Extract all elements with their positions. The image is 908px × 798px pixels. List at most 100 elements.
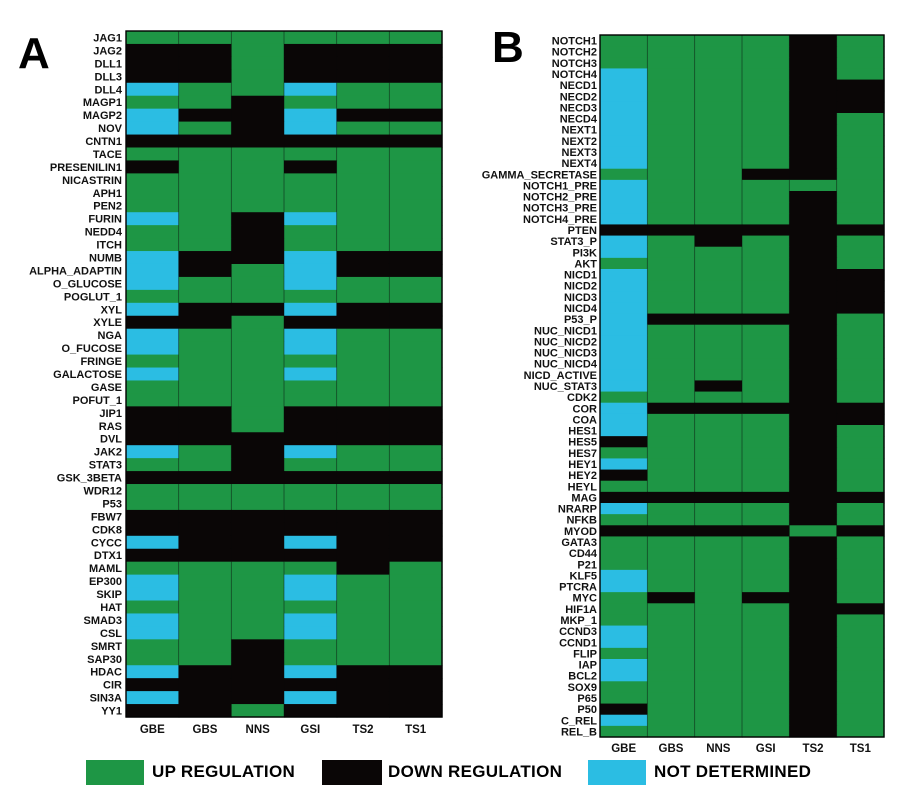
heatmap-b-cell-nfkb-nns <box>694 514 743 526</box>
heatmap-b-cell-nicd4-gbs <box>647 302 696 315</box>
heatmap-a-row-label: HAT <box>100 602 122 614</box>
heatmap-b-cell-notch1-ts2 <box>789 35 838 47</box>
heatmap-a-row-label: CSL <box>100 628 122 640</box>
heatmap-a-row-label: SMRT <box>91 641 122 653</box>
heatmap-b-cell-nicd-active-gbe <box>600 369 648 382</box>
heatmap-b-cell-hey2-nns <box>694 469 743 482</box>
heatmap-b-cell-bcl2-gsi <box>742 670 790 682</box>
heatmap-a-cell-fringe-ts2 <box>336 354 390 369</box>
heatmap-b-cell-c-rel-nns <box>694 714 743 727</box>
heatmap-b-cell-nrarp-ts1 <box>836 503 885 515</box>
heatmap-a-cell-sin3a-gbe <box>126 691 180 705</box>
heatmap-b-cell-myod-gbs <box>647 525 696 538</box>
heatmap-b-cell-necd2-nns <box>694 90 743 103</box>
heatmap-a-cell-cir-gsi <box>284 678 338 692</box>
heatmap-a-cell-cdk8-ts2 <box>336 522 390 537</box>
heatmap-b-cell-cd44-ts2 <box>789 547 838 560</box>
heatmap-b-border <box>599 34 885 738</box>
heatmap-b-cell-nuc-nicd4-ts1 <box>836 358 885 370</box>
heatmap-a-cell-ep300-gbs <box>178 574 232 589</box>
heatmap-b-cell-notch2-pre-gbe <box>600 191 648 203</box>
heatmap-b-cell-hes1-gbe <box>600 425 648 437</box>
heatmap-a-row-label: FRINGE <box>80 356 122 368</box>
heatmap-b-cell-notch1-ts1 <box>836 35 885 47</box>
heatmap-b-cell-pi3k-nns <box>694 246 743 259</box>
heatmap-b-row-label: CCND3 <box>559 626 597 638</box>
heatmap-b-column-label: TS2 <box>802 743 823 752</box>
heatmap-b-cell-p50-ts1 <box>836 703 885 716</box>
heatmap-a-cell-smad3-nns <box>231 613 285 627</box>
heatmap-b-row-label: NUC_NICD4 <box>534 359 598 371</box>
heatmap-a-cell-dll4-gsi <box>284 82 338 97</box>
heatmap-b-row-label: STAT3_P <box>550 236 597 248</box>
heatmap-b-cell-hes7-ts1 <box>836 447 885 460</box>
heatmap-b-cell-mkp-1-ts1 <box>836 614 885 627</box>
heatmap-b-cell-ccnd1-gsi <box>742 636 790 649</box>
heatmap-b-row-label: MYOD <box>564 526 597 538</box>
heatmap-b-cell-nicd4-gsi <box>742 302 790 315</box>
heatmap-b-cell-nuc-nicd2-gbs <box>647 335 696 348</box>
heatmap-b-cell-notch3-pre-gbs <box>647 202 696 214</box>
heatmap-b-cell-notch2-ts1 <box>836 46 885 58</box>
heatmap-a-cell-pen2-ts1 <box>389 199 443 213</box>
heatmap-a-cell-ras-gbs <box>178 419 232 433</box>
heatmap-b-cell-necd3-ts1 <box>836 101 885 114</box>
heatmap-a-cell-dll1-ts2 <box>336 56 390 71</box>
heatmap-b-cell-notch4-nns <box>694 68 743 81</box>
heatmap-a-cell-xyle-gbs <box>178 315 232 330</box>
heatmap-b-cell-akt-gbe <box>600 257 648 270</box>
heatmap-b-row-label: NICD4 <box>564 303 598 315</box>
heatmap-a-row-label: NUMB <box>89 253 122 265</box>
heatmap-a-cell-itch-ts2 <box>336 238 390 252</box>
heatmap-b-cell-pten-gbe <box>600 224 648 237</box>
heatmap-b-row-label: NEXT4 <box>562 158 598 170</box>
heatmap-b-row-label: HES5 <box>568 437 597 449</box>
heatmap-a-cell-dtx1-gbe <box>126 548 180 563</box>
heatmap-b-cell-nicd1-nns <box>694 269 743 281</box>
heatmap-a-cell-nov-gsi <box>284 121 338 136</box>
heatmap-b-cell-stat3-p-gbe <box>600 235 648 248</box>
legend-label-up: UP REGULATION <box>152 762 296 781</box>
heatmap-a-cell-magp1-nns <box>231 95 285 110</box>
heatmap-b-cell-next4-gsi <box>742 157 790 170</box>
heatmap-b-cell-notch2-pre-gbs <box>647 191 696 203</box>
heatmap-a-cell-o-glucose-ts1 <box>389 276 443 291</box>
heatmap-a-cell-csl-gsi <box>284 626 338 640</box>
heatmap-b-cell-necd2-ts1 <box>836 90 885 103</box>
heatmap-a-row-label: FBW7 <box>91 511 122 523</box>
heatmap-a-row-label: RAS <box>99 421 122 433</box>
heatmap-b-cell-next2-gbe <box>600 135 648 148</box>
heatmap-b-cell-nuc-nicd4-gbs <box>647 358 696 370</box>
heatmap-a-cell-jip1-gbs <box>178 406 232 420</box>
heatmap-a-cell-nicastrin-nns <box>231 173 285 187</box>
heatmap-b-row-label: NFKB <box>566 515 597 527</box>
heatmap-b-cell-nuc-nicd3-nns <box>694 347 743 359</box>
heatmap-b-cell-ptcra-ts1 <box>836 581 885 593</box>
heatmap-a-cell-cir-gbe <box>126 678 180 692</box>
heatmap-a-cell-jak2-ts1 <box>389 445 443 459</box>
heatmap-a-cell-cycc-gsi <box>284 535 338 550</box>
heatmap-a-cell-nedd4-ts1 <box>389 225 443 239</box>
heatmap-a-row-label: FURIN <box>88 214 122 226</box>
heatmap-a-cell-stat3-gsi <box>284 458 338 472</box>
heatmap-a-cell-hdac-gbe <box>126 665 180 679</box>
heatmap-a-cell-pen2-gbe <box>126 199 180 213</box>
heatmap-b-cell-nicd2-gbs <box>647 280 696 292</box>
heatmap-a-cell-itch-gbe <box>126 238 180 252</box>
heatmap-a-cell-cdk8-gbs <box>178 522 232 537</box>
heatmap-b-cell-nicd4-nns <box>694 302 743 315</box>
heatmap-b-cell-nicd4-gbe <box>600 302 648 315</box>
heatmap-a-cell-p53-gbs <box>178 496 232 511</box>
heatmap-a-cell-cir-ts2 <box>336 678 390 692</box>
heatmap-a-cell-presenilin1-ts2 <box>336 160 390 174</box>
heatmap-b-cell-mag-ts1 <box>836 491 885 504</box>
heatmap-a-cell-nedd4-gsi <box>284 225 338 239</box>
heatmap-b-cell-nicd1-ts1 <box>836 269 885 281</box>
heatmap-b-row-label: NOTCH4_PRE <box>523 214 597 226</box>
heatmap-b-cell-hey2-gbe <box>600 469 648 482</box>
heatmap-b-cell-myc-gbe <box>600 592 648 604</box>
heatmap-b-cell-c-rel-gbe <box>600 714 648 727</box>
heatmap-a-cell-skip-gbe <box>126 587 180 602</box>
heatmap-b-cell-notch2-gsi <box>742 46 790 58</box>
heatmap-a-cell-aph1-ts2 <box>336 186 390 200</box>
